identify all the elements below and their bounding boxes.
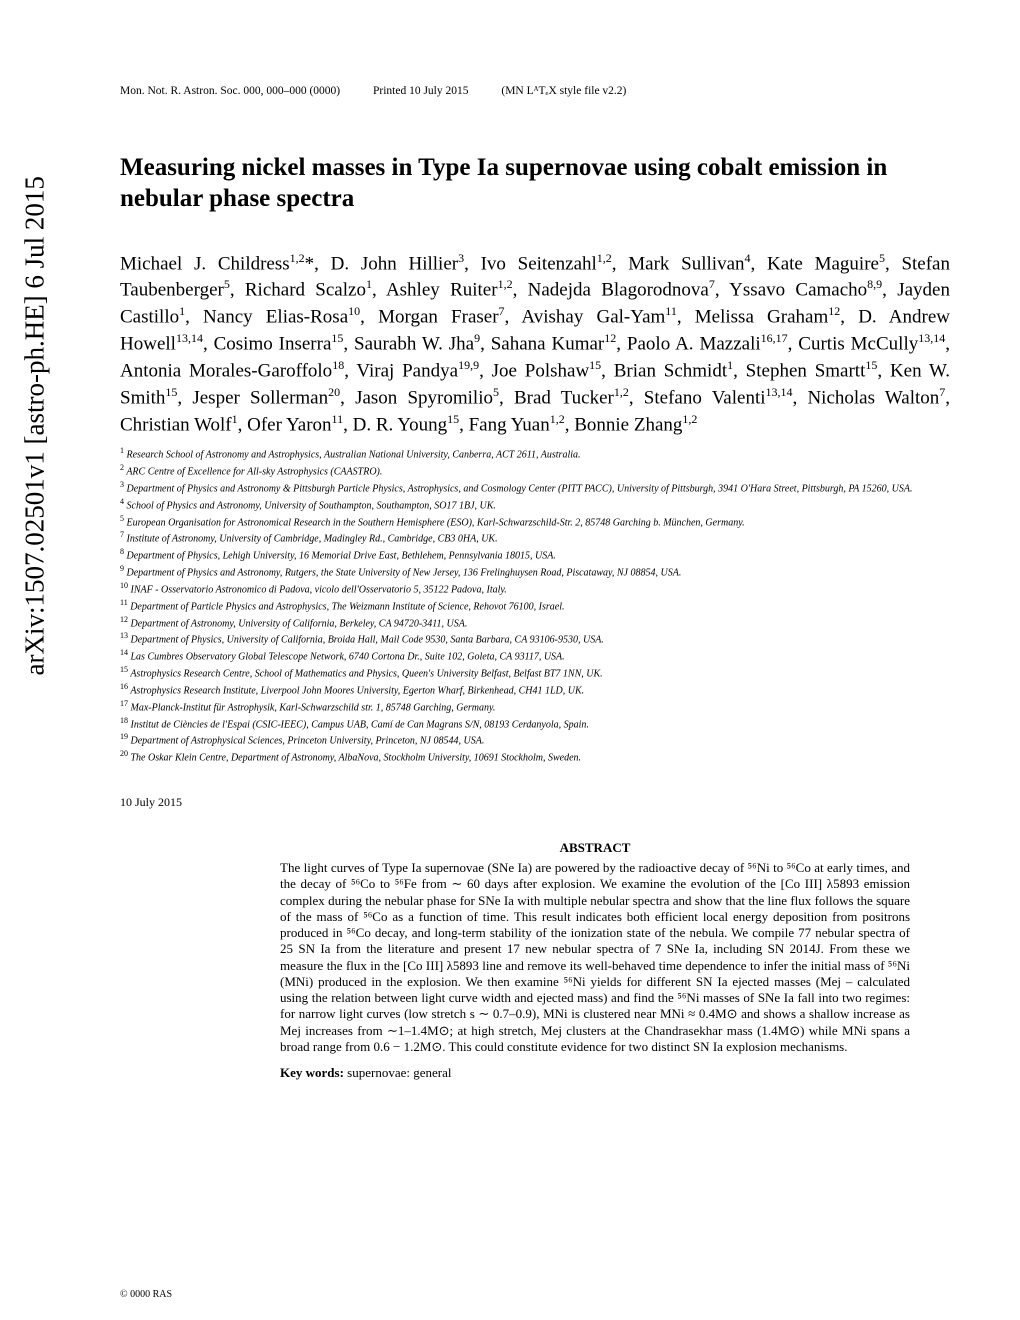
affiliation-item: 15 Astrophysics Research Centre, School … [120, 665, 950, 681]
affiliation-item: 2 ARC Centre of Excellence for All-sky A… [120, 463, 950, 479]
affiliation-item: 9 Department of Physics and Astronomy, R… [120, 564, 950, 580]
copyright: © 0000 RAS [120, 1289, 172, 1300]
style-file: (MN LᴬTₑX style file v2.2) [501, 85, 626, 97]
affiliation-item: 18 Institut de Ciències de l'Espai (CSIC… [120, 716, 950, 732]
keywords-label: Key words: [280, 1065, 344, 1080]
affiliation-item: 7 Institute of Astronomy, University of … [120, 530, 950, 546]
affiliation-item: 4 School of Physics and Astronomy, Unive… [120, 497, 950, 513]
affiliation-item: 13 Department of Physics, University of … [120, 631, 950, 647]
affiliation-item: 3 Department of Physics and Astronomy & … [120, 480, 950, 496]
abstract-section: ABSTRACT The light curves of Type Ia sup… [280, 840, 910, 1081]
affiliation-item: 10 INAF - Osservatorio Astronomico di Pa… [120, 581, 950, 597]
affiliation-item: 11 Department of Particle Physics and As… [120, 598, 950, 614]
affiliation-item: 17 Max-Planck-Institut für Astrophysik, … [120, 699, 950, 715]
affiliation-item: 1 Research School of Astronomy and Astro… [120, 446, 950, 462]
affiliation-list: 1 Research School of Astronomy and Astro… [120, 446, 950, 765]
journal-header: Mon. Not. R. Astron. Soc. 000, 000–000 (… [120, 85, 950, 97]
journal-name: Mon. Not. R. Astron. Soc. 000, 000–000 (… [120, 85, 340, 97]
affiliation-item: 5 European Organisation for Astronomical… [120, 514, 950, 530]
affiliation-item: 12 Department of Astronomy, University o… [120, 615, 950, 631]
affiliation-item: 19 Department of Astrophysical Sciences,… [120, 732, 950, 748]
affiliation-item: 8 Department of Physics, Lehigh Universi… [120, 547, 950, 563]
keywords: Key words: supernovae: general [280, 1065, 910, 1081]
paper-title: Measuring nickel masses in Type Ia super… [120, 152, 950, 215]
affiliation-item: 16 Astrophysics Research Institute, Live… [120, 682, 950, 698]
submission-date: 10 July 2015 [120, 795, 950, 810]
arxiv-identifier: arXiv:1507.02501v1 [astro-ph.HE] 6 Jul 2… [20, 176, 51, 675]
keywords-text: supernovae: general [347, 1065, 451, 1080]
abstract-heading: ABSTRACT [280, 840, 910, 856]
affiliation-item: 20 The Oskar Klein Centre, Department of… [120, 749, 950, 765]
printed-date: Printed 10 July 2015 [373, 85, 469, 97]
author-list: Michael J. Childress1,2*, D. John Hillie… [120, 250, 950, 439]
abstract-body: The light curves of Type Ia supernovae (… [280, 860, 910, 1055]
affiliation-item: 14 Las Cumbres Observatory Global Telesc… [120, 648, 950, 664]
